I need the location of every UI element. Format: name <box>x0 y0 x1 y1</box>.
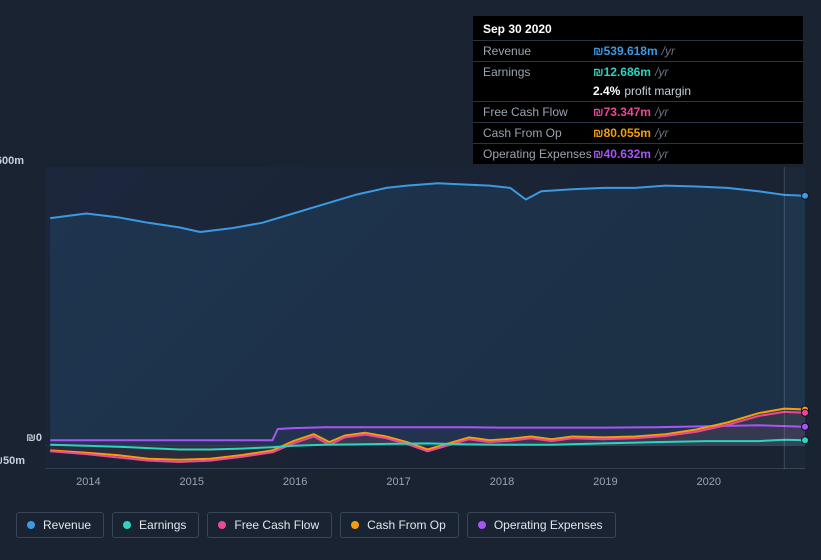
legend-item-revenue[interactable]: Revenue <box>16 512 104 538</box>
legend-dot-icon <box>27 521 35 529</box>
legend-label: Revenue <box>43 518 91 532</box>
tooltip-suffix: /yr <box>655 126 668 140</box>
x-tick-label: 2019 <box>593 476 617 488</box>
x-tick-label: 2014 <box>76 476 100 488</box>
legend-label: Operating Expenses <box>494 518 603 532</box>
legend-item-cash-from-op[interactable]: Cash From Op <box>340 512 459 538</box>
tooltip-row-cfo: Cash From Op ₪80.055m /yr <box>473 122 803 143</box>
tooltip-value: ₪12.686m <box>593 65 651 79</box>
legend-dot-icon <box>351 521 359 529</box>
x-tick-label: 2017 <box>386 476 410 488</box>
legend-label: Cash From Op <box>367 518 446 532</box>
profit-margin-label: profit margin <box>624 84 691 98</box>
legend-label: Earnings <box>139 518 186 532</box>
chart-tooltip: Sep 30 2020 Revenue ₪539.618m /yr Earnin… <box>473 16 803 164</box>
financial-chart[interactable]: ₪600m ₪0 -₪50m <box>15 155 810 505</box>
tooltip-profit-margin: 2.4% profit margin <box>473 82 803 101</box>
chart-svg <box>45 167 805 469</box>
tooltip-suffix: /yr <box>655 105 668 119</box>
legend-dot-icon <box>218 521 226 529</box>
legend: Revenue Earnings Free Cash Flow Cash From O… <box>16 512 616 538</box>
legend-label: Free Cash Flow <box>234 518 319 532</box>
tooltip-suffix: /yr <box>662 44 675 58</box>
tooltip-label: Earnings <box>483 65 593 79</box>
legend-dot-icon <box>123 521 131 529</box>
tooltip-value: ₪80.055m <box>593 126 651 140</box>
tooltip-label: Free Cash Flow <box>483 105 593 119</box>
tooltip-suffix: /yr <box>655 65 668 79</box>
tooltip-value: ₪539.618m <box>593 44 658 58</box>
tooltip-date: Sep 30 2020 <box>473 16 803 40</box>
x-tick-label: 2015 <box>180 476 204 488</box>
x-tick-label: 2016 <box>283 476 307 488</box>
legend-item-operating-expenses[interactable]: Operating Expenses <box>467 512 616 538</box>
tooltip-label: Cash From Op <box>483 126 593 140</box>
legend-dot-icon <box>478 521 486 529</box>
gridline-zero <box>45 445 805 446</box>
y-tick-min: -₪50m <box>0 455 25 467</box>
legend-item-free-cash-flow[interactable]: Free Cash Flow <box>207 512 332 538</box>
legend-item-earnings[interactable]: Earnings <box>112 512 199 538</box>
profit-margin-pct: 2.4% <box>593 84 620 98</box>
x-tick-label: 2020 <box>697 476 721 488</box>
tooltip-label: Revenue <box>483 44 593 58</box>
tooltip-row-fcf: Free Cash Flow ₪73.347m /yr <box>473 101 803 122</box>
tooltip-row-earnings: Earnings ₪12.686m /yr <box>473 61 803 82</box>
tooltip-row-revenue: Revenue ₪539.618m /yr <box>473 40 803 61</box>
y-tick-zero: ₪0 <box>0 432 42 444</box>
x-tick-label: 2018 <box>490 476 514 488</box>
y-tick-max: ₪600m <box>0 155 24 167</box>
tooltip-value: ₪73.347m <box>593 105 651 119</box>
plot-area[interactable] <box>45 167 805 469</box>
x-axis: 2014 2015 2016 2017 2018 2019 2020 <box>47 476 807 494</box>
